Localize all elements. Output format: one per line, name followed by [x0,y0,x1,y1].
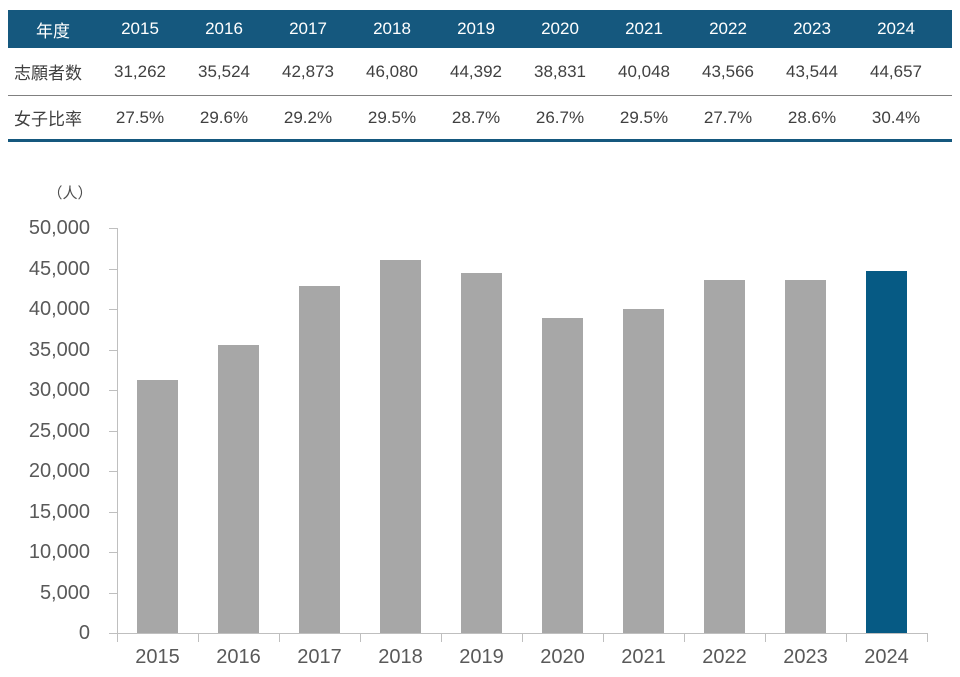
bar-2017 [299,286,340,633]
plot-area [117,228,928,634]
x-axis-tick-label: 2021 [621,646,666,668]
year-header-cell: 2024 [854,10,938,48]
bar-2020 [542,318,583,633]
y-axis-tick [109,228,117,229]
x-axis-tick [198,634,199,642]
table-value-cell: 43,544 [770,48,854,96]
table-value-cell: 28.7% [451,107,501,127]
y-axis-unit-label: （人） [47,185,93,202]
table-value-cell: 30.4% [871,107,921,127]
x-axis-tick [360,634,361,642]
table-value-cell: 40,048 [602,48,686,96]
x-axis-tick [684,634,685,642]
bar-2021 [623,309,664,633]
table-value-cell: 29.5% [619,107,669,127]
y-axis-tick-label: 0 [78,622,90,644]
x-axis-tick-label: 2024 [864,646,909,668]
x-axis-tick [765,634,766,642]
table-value-cell: 38,831 [518,48,602,96]
x-axis-tick-label: 2017 [297,646,342,668]
year-corner-header: 年度 [8,10,98,48]
bar-2023 [785,280,826,633]
y-axis-tick [109,633,117,634]
x-axis-tick-label: 2018 [378,646,423,668]
row-label-applicants: 志願者数 [8,48,98,96]
table-value-cell: 29.2% [283,107,333,127]
y-axis-tick-label: 15,000 [28,500,90,523]
x-axis-tick [522,634,523,642]
y-axis-tick-label: 25,000 [28,419,90,442]
x-axis-tick-label: 2016 [216,646,261,668]
x-axis-tick [441,634,442,642]
y-axis-tick [109,511,117,513]
table-value-cell: 44,392 [434,48,518,96]
row-label-female-ratio: 女子比率 [14,110,82,129]
table-row-female-ratio: 女子比率 27.5% 29.6% 29.2% 29.5% 28.7% 26.7% 29.5%… [8,96,952,141]
y-axis-tick-label: 35,000 [28,338,90,361]
table-row-applicants: 志願者数 31,262 35,524 42,873 46,080 44,392 38,83… [8,48,952,96]
y-axis-tick [109,552,117,553]
x-axis-tick [927,634,928,642]
y-axis-tick-label: 45,000 [28,257,90,280]
y-axis-tick-label: 20,000 [28,460,90,482]
year-header-cell: 2017 [266,10,350,48]
table-value-cell: 28.6% [787,107,837,127]
year-header-cell: 2015 [98,10,182,48]
y-axis-tick [109,471,117,472]
year-header-cell: 2020 [518,10,602,48]
table-value-cell: 35,524 [182,48,266,96]
year-header-cell: 2016 [182,10,266,48]
x-axis-tick-label: 2022 [702,646,747,668]
y-axis-tick [109,430,117,432]
year-header-cell: 2018 [350,10,434,48]
bar-2019 [461,273,502,633]
x-axis-tick [279,634,280,642]
table-value-cell: 46,080 [350,48,434,96]
y-axis-tick-label: 40,000 [28,298,90,320]
x-axis-tick-label: 2020 [540,646,585,668]
year-header-cell: 2022 [686,10,770,48]
table-value-cell: 26.7% [535,107,585,127]
y-axis-tick-label: 30,000 [28,379,90,401]
x-axis-tick-label: 2019 [459,646,504,668]
y-axis-tick [109,309,117,310]
table-value-cell: 43,566 [686,48,770,96]
applicants-table: 年度 2015 2016 2017 2018 2019 2020 2021 2022 2023 2… [8,10,952,142]
spacer-cell [938,48,952,96]
table-header-row: 年度 2015 2016 2017 2018 2019 2020 2021 2022 2023 2… [8,10,952,48]
year-header-cell: 2023 [770,10,854,48]
year-header-cell: 2021 [602,10,686,48]
x-axis-tick-label: 2015 [135,646,180,668]
year-header-cell: 2019 [434,10,518,48]
bar-2022 [704,280,745,633]
y-axis-tick-label: 50,000 [28,217,90,239]
bar-2018 [380,260,421,633]
y-axis-tick [109,268,117,270]
table-value-cell: 31,262 [98,48,182,96]
x-axis-tick-label: 2023 [783,646,828,668]
spacer-cell [938,10,952,48]
table-value-cell: 29.6% [199,107,249,127]
y-axis-tick [109,349,117,351]
table-value-cell: 27.7% [703,107,753,127]
bar-2016 [218,345,259,633]
bar-2015 [137,380,178,633]
y-axis-tick-label: 10,000 [28,541,90,563]
y-axis-tick-label: 5,000 [39,581,90,604]
table-value-cell: 29.5% [367,107,417,127]
x-axis-tick [846,634,847,642]
table-value-cell: 44,657 [854,48,938,96]
y-axis-tick [109,592,117,594]
table-value-cell: 42,873 [266,48,350,96]
bar-highlighted-2024 [866,271,907,633]
x-axis-tick [117,634,118,642]
y-axis-tick [109,390,117,391]
x-axis-tick [603,634,604,642]
table-value-cell: 27.5% [115,107,165,127]
